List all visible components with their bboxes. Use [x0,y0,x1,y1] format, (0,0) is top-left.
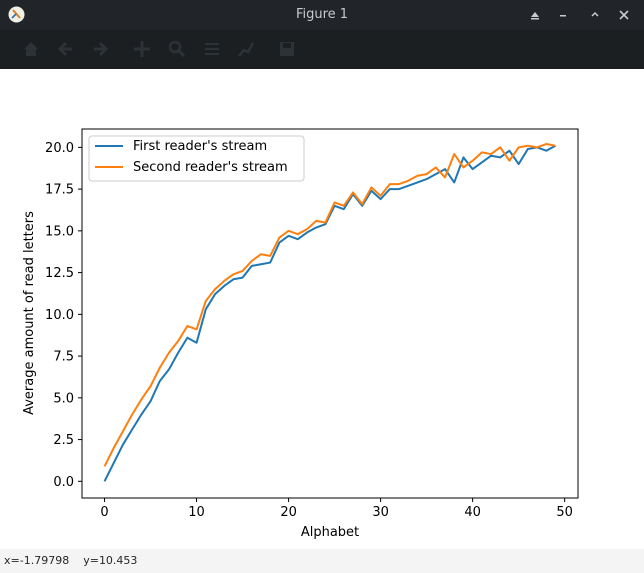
figure-canvas[interactable]: 0 10 20 30 40 50 0.0 2.5 5.0 7.5 10.0 12.5 15.0 17.5… [2,69,642,549]
x-tick-label: 30 [372,505,389,520]
legend-frame [88,135,305,182]
y-tick-label: 2.5 [53,433,74,448]
legend-label-first: First reader's stream [133,139,267,154]
axes-frame [81,128,579,499]
window-title: Figure 1 [295,7,349,22]
y-tick-label: 15.0 [45,224,74,239]
subplots-icon[interactable] [202,39,222,59]
y-tick-label: 20.0 [45,141,74,156]
y-axis-label: Average amount of read letters [22,211,37,415]
close-icon[interactable] [616,7,632,23]
window-titlebar: Figure 1 [0,0,644,30]
series-line-second [103,143,556,467]
cursor-x: -1.79798 [19,554,70,567]
maximize-icon[interactable] [587,7,603,23]
navigation-toolbar [0,30,644,69]
save-icon[interactable] [277,39,297,59]
keep-above-icon[interactable] [527,7,543,23]
cursor-y-prefix: y= [83,554,99,567]
home-icon[interactable] [21,39,41,59]
status-bar: x=-1.79798 y=10.453 [0,549,644,573]
series-layer [103,143,556,482]
x-tick-label: 10 [188,505,205,520]
x-tick-label: 0 [100,505,108,520]
y-tick-label: 7.5 [53,350,74,365]
x-tick-label: 40 [464,505,481,520]
app-icon [8,6,25,23]
x-axis: 0 10 20 30 40 50 [100,498,573,520]
forward-icon[interactable] [90,39,110,59]
zoom-icon[interactable] [167,39,187,59]
back-icon[interactable] [56,39,76,59]
y-tick-label: 5.0 [53,391,74,406]
minimize-icon[interactable] [555,7,571,23]
y-tick-label: 10.0 [45,308,74,323]
legend-label-second: Second reader's stream [133,160,288,175]
y-tick-label: 0.0 [53,475,74,490]
x-tick-label: 50 [556,505,573,520]
pan-icon[interactable] [132,39,152,59]
y-axis: 0.0 2.5 5.0 7.5 10.0 12.5 15.0 17.5 20.0 [45,141,82,490]
y-tick-label: 17.5 [45,183,74,198]
cursor-y: 10.453 [98,554,138,567]
y-tick-label: 12.5 [45,266,74,281]
coord-spacer [69,554,83,567]
series-line-first [103,144,556,482]
legend: First reader's stream Second reader's st… [88,135,305,182]
edit-axis-icon[interactable] [236,39,256,59]
cursor-x-prefix: x= [4,554,20,567]
x-tick-label: 20 [280,505,297,520]
line-chart: 0 10 20 30 40 50 0.0 2.5 5.0 7.5 10.0 12.5 15.0 17.5… [22,128,579,540]
x-axis-label: Alphabet [301,525,359,540]
cursor-coordinates: x=-1.79798 y=10.453 [4,554,137,567]
